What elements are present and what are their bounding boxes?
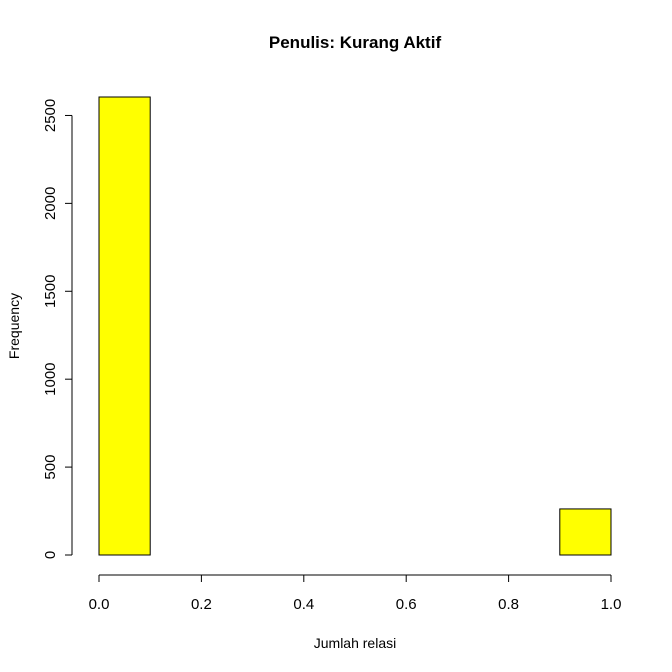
y-tick-label: 2000 [42, 187, 59, 220]
y-axis-label: Frequency [6, 293, 22, 359]
histogram-bar-0 [98, 96, 151, 556]
x-tick-label: 1.0 [601, 596, 622, 613]
y-axis: 0 500 1000 1500 2000 2500 [42, 99, 73, 559]
x-tick-label: 0.6 [396, 596, 417, 613]
x-tick-label: 0.0 [89, 596, 110, 613]
x-tick-label: 0.4 [293, 596, 314, 613]
y-tick-label: 2500 [42, 99, 59, 132]
histogram-bar-9 [559, 508, 612, 556]
y-tick-label: 0 [42, 551, 59, 559]
x-axis: 0.0 0.2 0.4 0.6 0.8 1.0 [89, 574, 622, 613]
x-tick-label: 0.2 [191, 596, 212, 613]
y-tick-label: 1500 [42, 275, 59, 308]
y-tick-label: 1000 [42, 362, 59, 395]
y-tick-label: 500 [42, 455, 59, 480]
chart-title: Penulis: Kurang Aktif [269, 33, 442, 52]
bars-group [98, 96, 612, 556]
x-tick-label: 0.8 [498, 596, 519, 613]
x-axis-label: Jumlah relasi [314, 635, 396, 651]
